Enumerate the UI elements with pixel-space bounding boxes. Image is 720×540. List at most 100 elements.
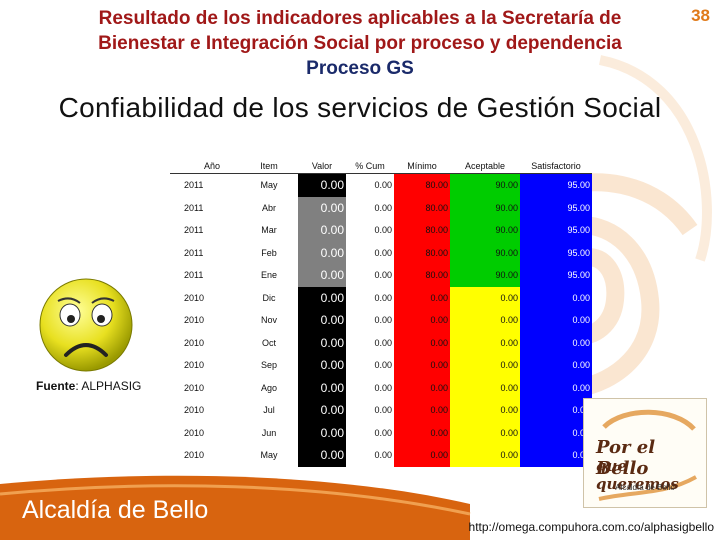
cell-minimo: 0.00 [394, 421, 450, 444]
header-cum: % Cum [346, 150, 394, 174]
title-line-3: Proceso GS [306, 58, 414, 79]
cell-year: 2011 [184, 247, 204, 258]
cell-cum: 0.00 [374, 270, 392, 281]
cell-minimo: 0.00 [394, 444, 450, 467]
table-row: 2010 Nov 0.00 0.00 0.00 0.00 0.00 [170, 309, 592, 332]
cell-year: 2011 [184, 180, 204, 191]
cell-cum: 0.00 [374, 180, 392, 191]
cell-year: 2010 [184, 337, 205, 348]
cell-aceptable: 0.00 [450, 286, 520, 309]
cell-aceptable: 0.00 [450, 331, 520, 354]
table-row: 2010 May 0.00 0.00 0.00 0.00 0.00 [170, 444, 592, 467]
cell-satisfactorio: 0.00 [520, 444, 592, 467]
cell-satisfactorio: 0.00 [520, 309, 592, 332]
title-line-2: Bienestar e Integración Social por proce… [98, 33, 622, 54]
cell-minimo: 80.00 [394, 173, 450, 197]
table-row: 2011 May 0.00 0.00 80.00 90.00 95.00 [170, 173, 592, 197]
source-label: Fuente: ALPHASIG [36, 379, 141, 393]
header-minimo: Mínimo [394, 150, 450, 174]
cell-year: 2010 [184, 450, 205, 461]
title-line-1: Resultado de los indicadores aplicables … [98, 8, 622, 29]
cell-satisfactorio: 0.00 [520, 331, 592, 354]
cell-item: Jul [263, 405, 275, 416]
cell-year: 2011 [184, 202, 204, 213]
cell-item: Sep [260, 360, 277, 371]
cell-item: Nov [260, 315, 277, 326]
footer-brand: Alcaldía de Bello [22, 496, 209, 524]
cell-item: Dic [262, 292, 276, 303]
cell-item: Oct [261, 337, 276, 348]
cell-year: 2010 [184, 292, 205, 303]
table-row: 2010 Jun 0.00 0.00 0.00 0.00 0.00 [170, 421, 592, 444]
table-row: 2010 Jul 0.00 0.00 0.00 0.00 0.00 [170, 399, 592, 422]
table-body: 2011 May 0.00 0.00 80.00 90.00 95.00 2011 Abr 0.0… [170, 173, 592, 467]
cell-minimo: 0.00 [394, 331, 450, 354]
cell-valor: 0.00 [298, 196, 346, 219]
cell-aceptable: 90.00 [450, 173, 520, 197]
cell-satisfactorio: 95.00 [520, 173, 592, 197]
cell-year: 2010 [184, 405, 205, 416]
header-valor: Valor [298, 150, 346, 174]
cell-minimo: 0.00 [394, 286, 450, 309]
source-label-key: Fuente [36, 379, 76, 393]
cell-year: 2010 [184, 427, 205, 438]
cell-satisfactorio: 0.00 [520, 286, 592, 309]
sad-face-icon [36, 275, 136, 375]
cell-cum: 0.00 [374, 225, 392, 236]
cell-cum: 0.00 [374, 450, 392, 461]
cell-aceptable: 0.00 [450, 444, 520, 467]
cell-valor: 0.00 [298, 173, 346, 197]
header-aceptable: Aceptable [450, 150, 520, 174]
cell-aceptable: 90.00 [450, 241, 520, 264]
footer-url-link[interactable]: http://omega.compuhora.com.co/alphasigbe… [468, 520, 714, 534]
table-row: 2011 Mar 0.00 0.00 80.00 90.00 95.00 [170, 219, 592, 242]
cell-item: Abr [261, 202, 276, 213]
cell-aceptable: 90.00 [450, 264, 520, 287]
cell-aceptable: 90.00 [450, 219, 520, 242]
cell-aceptable: 0.00 [450, 376, 520, 399]
cell-cum: 0.00 [374, 315, 392, 326]
table-row: 2011 Feb 0.00 0.00 80.00 90.00 95.00 [170, 241, 592, 264]
cell-cum: 0.00 [374, 247, 392, 258]
cell-satisfactorio: 0.00 [520, 376, 592, 399]
cell-cum: 0.00 [374, 292, 392, 303]
logo-caption: Alcaldía de Bello [615, 483, 675, 492]
cell-aceptable: 0.00 [450, 354, 520, 377]
cell-valor: 0.00 [298, 219, 346, 242]
page-title: Resultado de los indicadores aplicables … [60, 6, 660, 81]
cell-valor: 0.00 [298, 331, 346, 354]
cell-valor: 0.00 [298, 444, 346, 467]
logo-swirl-icon [598, 409, 697, 501]
logo-line-2: que queremos [596, 457, 679, 493]
cell-satisfactorio: 95.00 [520, 219, 592, 242]
cell-valor: 0.00 [298, 376, 346, 399]
cell-minimo: 80.00 [394, 241, 450, 264]
campaign-logo: Por el Bello que queremos Alcaldía de Be… [583, 398, 707, 508]
logo-line-1: Por el Bello [596, 437, 656, 479]
cell-valor: 0.00 [298, 286, 346, 309]
cell-aceptable: 90.00 [450, 196, 520, 219]
cell-minimo: 0.00 [394, 309, 450, 332]
cell-satisfactorio: 0.00 [520, 399, 592, 422]
table-row: 2011 Abr 0.00 0.00 80.00 90.00 95.00 [170, 196, 592, 219]
cell-valor: 0.00 [298, 241, 346, 264]
cell-year: 2011 [184, 270, 204, 281]
cell-item: Ago [260, 382, 277, 393]
slide-number: 38 [691, 6, 710, 25]
cell-satisfactorio: 0.00 [520, 421, 592, 444]
cell-aceptable: 0.00 [450, 421, 520, 444]
cell-cum: 0.00 [374, 360, 392, 371]
table-row: 2010 Oct 0.00 0.00 0.00 0.00 0.00 [170, 331, 592, 354]
cell-minimo: 80.00 [394, 264, 450, 287]
table-row: 2010 Sep 0.00 0.00 0.00 0.00 0.00 [170, 354, 592, 377]
cell-item: May [260, 450, 278, 461]
cell-minimo: 80.00 [394, 219, 450, 242]
cell-minimo: 0.00 [394, 399, 450, 422]
cell-valor: 0.00 [298, 264, 346, 287]
cell-minimo: 0.00 [394, 376, 450, 399]
cell-valor: 0.00 [298, 354, 346, 377]
cell-aceptable: 0.00 [450, 309, 520, 332]
table-row: 2010 Ago 0.00 0.00 0.00 0.00 0.00 [170, 376, 592, 399]
cell-cum: 0.00 [374, 427, 392, 438]
cell-satisfactorio: 95.00 [520, 264, 592, 287]
